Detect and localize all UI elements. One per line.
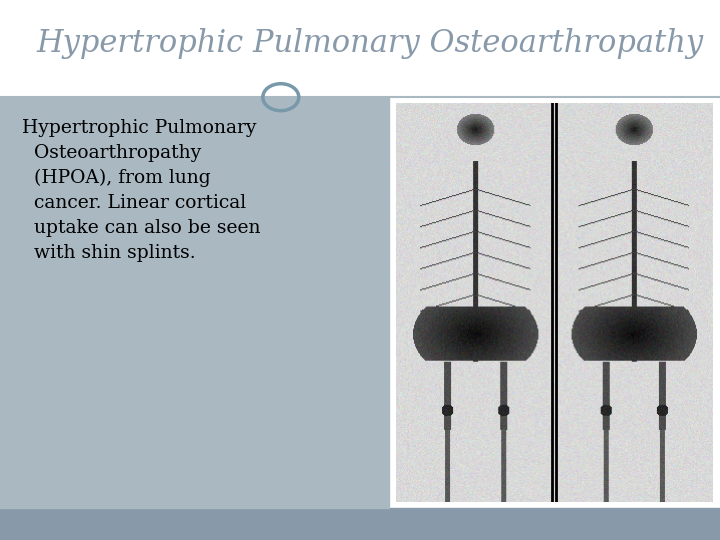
Text: Hypertrophic Pulmonary Osteoarthropathy: Hypertrophic Pulmonary Osteoarthropathy: [36, 28, 703, 59]
Bar: [0, 97, 389, 508]
Bar: [0, 508, 720, 540]
Text: Hypertrophic Pulmonary
  Osteoarthropathy
  (HPOA), from lung
  cancer. Linear c: Hypertrophic Pulmonary Osteoarthropathy …: [22, 119, 260, 262]
